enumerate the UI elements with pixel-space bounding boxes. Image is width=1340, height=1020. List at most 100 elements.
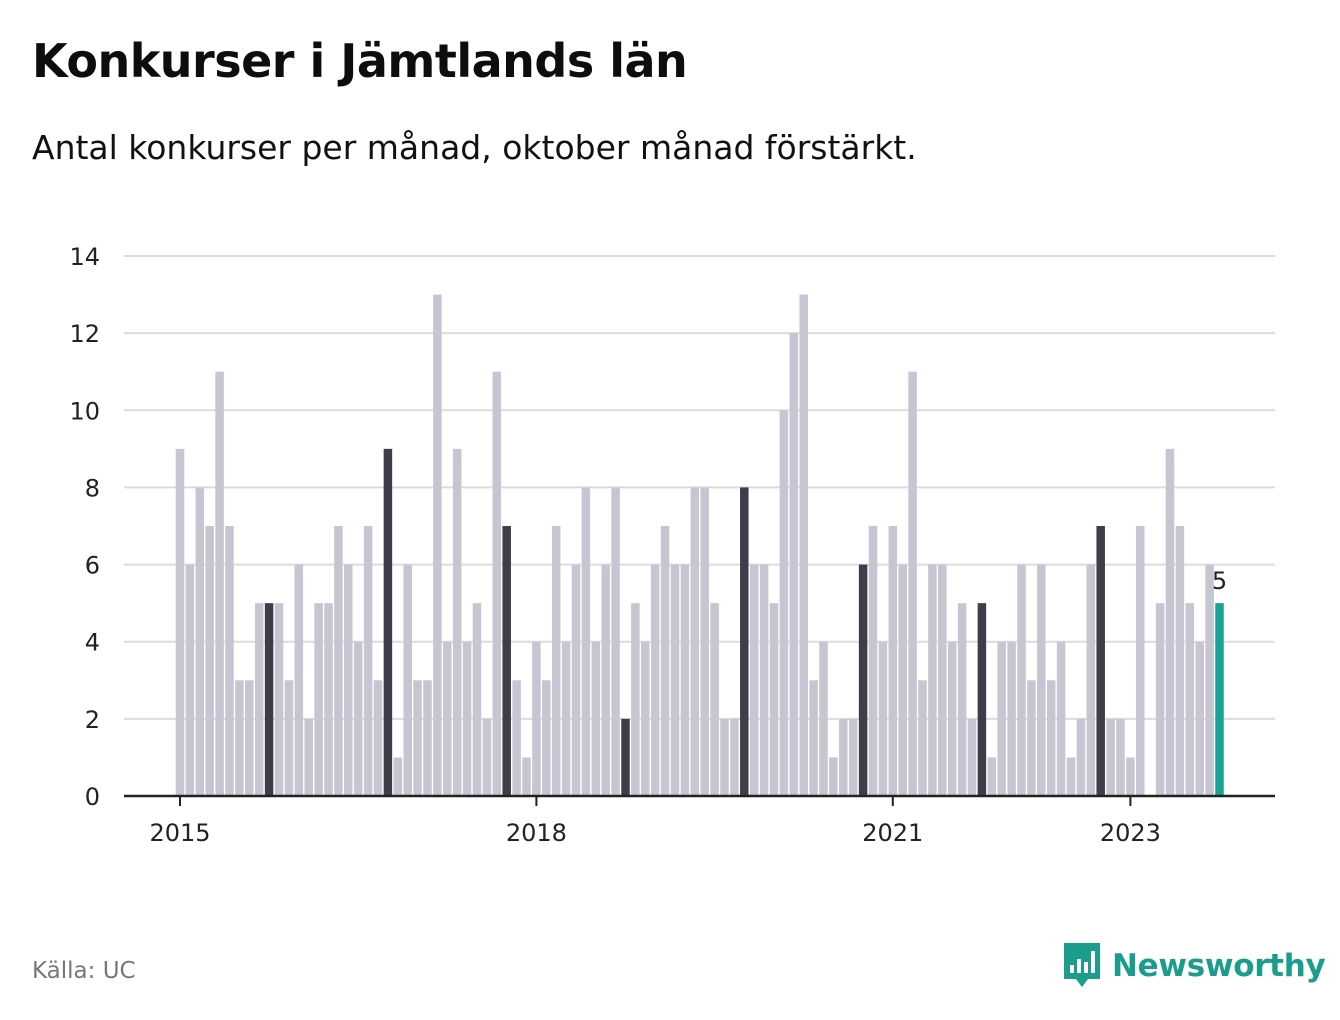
y-tick-label: 8 (85, 474, 100, 502)
y-tick-label: 4 (85, 629, 100, 657)
bar (1175, 526, 1185, 796)
bar (690, 487, 700, 796)
bar (918, 680, 927, 796)
bar (967, 718, 977, 796)
bar (888, 526, 898, 796)
bar (947, 641, 957, 796)
bar (1165, 448, 1175, 796)
bar (1185, 603, 1195, 796)
bar (789, 333, 799, 796)
bar (759, 564, 769, 796)
bar (908, 371, 917, 796)
bar (324, 603, 333, 796)
bar (1046, 680, 1056, 796)
bar (839, 718, 848, 796)
bar (353, 641, 363, 796)
bar (740, 487, 749, 796)
bar (571, 564, 581, 796)
bar (235, 680, 244, 796)
bar (1195, 641, 1204, 796)
bar (819, 641, 828, 796)
bar (601, 564, 610, 796)
y-tick-label: 10 (69, 397, 100, 425)
last-value-label: 5 (1212, 567, 1227, 595)
bar (710, 603, 719, 796)
bar (245, 680, 254, 796)
bar (433, 294, 442, 796)
bar (363, 526, 373, 796)
data-labels: 5 (1212, 567, 1227, 595)
bar (660, 526, 670, 796)
bar (700, 487, 709, 796)
bar (452, 448, 462, 796)
bar (1116, 718, 1125, 796)
bar (1017, 564, 1026, 796)
bar (928, 564, 937, 796)
bar (1136, 526, 1145, 796)
bar (1096, 526, 1105, 796)
bars (175, 294, 1224, 796)
chart-title: Konkurser i Jämtlands län (32, 34, 688, 88)
bar (502, 526, 511, 796)
bar (373, 680, 383, 796)
bar (581, 487, 591, 796)
bar (957, 603, 967, 796)
bar (611, 487, 620, 796)
bar-chart: 0 2 4 6 8 10 12 14 2015 2018 2021 2023 5 (69, 243, 1275, 847)
bar (512, 680, 521, 796)
bar (1106, 718, 1115, 796)
bar (977, 603, 987, 796)
bar (641, 641, 650, 796)
bar (294, 564, 304, 796)
bar (868, 526, 878, 796)
bar (997, 641, 1006, 796)
bar (532, 641, 541, 796)
bar (1076, 718, 1086, 796)
bar (769, 603, 779, 796)
bar (334, 526, 343, 796)
bar (848, 718, 858, 796)
bar (779, 410, 789, 796)
bar (551, 526, 561, 796)
bar (443, 641, 452, 796)
bar (314, 603, 323, 796)
brand-logo[interactable]: Newsworthy (1062, 940, 1326, 992)
bar (1007, 641, 1016, 796)
bar (670, 564, 680, 796)
bar (749, 564, 759, 796)
bar (413, 680, 422, 796)
chart-subtitle: Antal konkurser per månad, oktober månad… (32, 128, 917, 167)
bar (215, 371, 224, 796)
bar (482, 718, 492, 796)
x-tick-label: 2018 (506, 819, 567, 847)
bar (650, 564, 660, 796)
bar (730, 718, 739, 796)
bar (462, 641, 472, 796)
bar (621, 718, 630, 796)
bar (987, 757, 997, 796)
bar (1126, 757, 1135, 796)
bar (1027, 680, 1036, 796)
bar (254, 603, 264, 796)
bar (472, 603, 482, 796)
bar (344, 564, 353, 796)
bar (175, 448, 185, 796)
bar (1037, 564, 1046, 796)
bar (274, 603, 284, 796)
bar (304, 718, 313, 796)
bar (878, 641, 888, 796)
bar (720, 718, 729, 796)
bar (1155, 603, 1165, 796)
y-tick-label: 14 (69, 243, 100, 271)
x-tick-label: 2021 (862, 819, 923, 847)
bar (680, 564, 690, 796)
bar (858, 564, 868, 796)
y-tick-label: 6 (85, 552, 100, 580)
bar (492, 371, 502, 796)
bar (1086, 564, 1096, 796)
bar (542, 680, 551, 796)
bar (1215, 603, 1224, 796)
bar (423, 680, 432, 796)
source-note: Källa: UC (32, 958, 136, 984)
bar (393, 757, 403, 796)
